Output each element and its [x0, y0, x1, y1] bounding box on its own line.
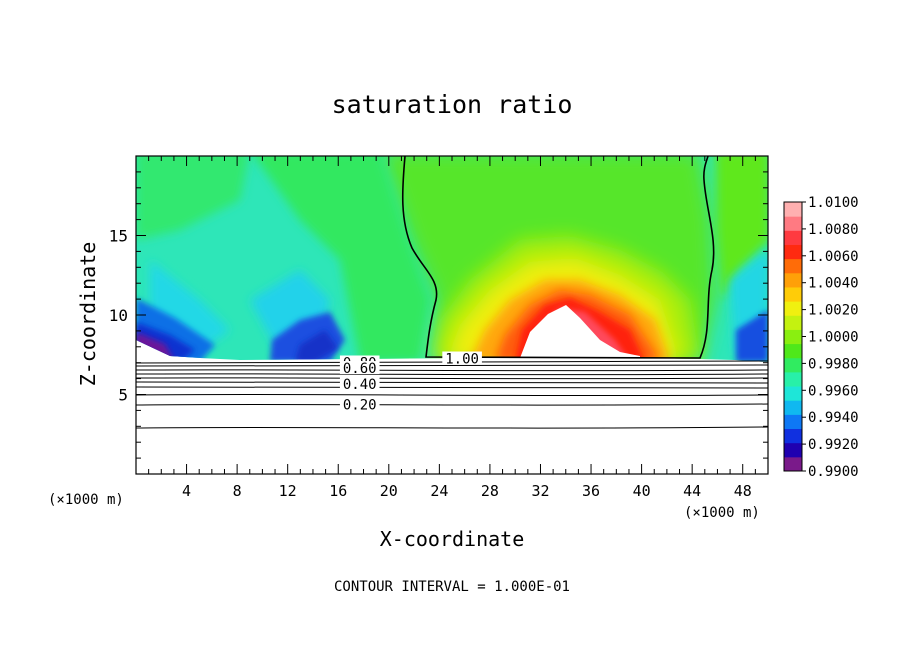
- colorbar-label: 1.0000: [808, 330, 859, 346]
- colorbar-swatch: [784, 357, 802, 373]
- contour-label: 0.60: [343, 361, 377, 377]
- colorbar-swatch: [784, 315, 802, 330]
- colorbar-swatch: [784, 329, 802, 345]
- x-tick-label: 16: [329, 482, 347, 500]
- contour-label: 0.20: [343, 398, 377, 414]
- contour-label: 1.00: [445, 352, 479, 368]
- colorbar-swatch: [784, 414, 802, 430]
- x-tick-label: 20: [380, 482, 398, 500]
- x-unit-right: (×1000 m): [684, 505, 760, 521]
- colorbar-label: 0.9960: [808, 383, 859, 399]
- y-tick-label: 15: [109, 227, 128, 246]
- colorbar-label: 1.0040: [808, 276, 859, 292]
- colorbar-label: 1.0060: [808, 249, 859, 265]
- contour-label-bg: [339, 376, 380, 390]
- colorbar-label: 1.0100: [808, 195, 859, 211]
- y-axis-title: Z-coordinate: [76, 242, 100, 387]
- colorbar: 1.0100 1.0080 1.0060 1.0040 1.0020 1.0000 0.99…: [783, 195, 859, 480]
- x-tick-label: 40: [633, 482, 651, 500]
- colorbar-swatch: [784, 400, 802, 415]
- x-tick-label: 36: [582, 482, 600, 500]
- x-tick-label: 24: [430, 482, 448, 500]
- colorbar-swatch: [784, 258, 802, 274]
- color-field: [136, 156, 768, 362]
- colorbar-swatch: [784, 428, 802, 444]
- lower-contours: [136, 360, 768, 429]
- colorbar-swatch: [784, 456, 802, 472]
- x-unit-left: (×1000 m): [48, 492, 124, 508]
- colorbar-label: 1.0020: [808, 303, 859, 319]
- colorbar-label: 0.9940: [808, 410, 859, 426]
- colorbar-swatch: [784, 343, 802, 359]
- x-tick-label: 32: [531, 482, 549, 500]
- colorbar-swatch: [784, 301, 802, 316]
- x-tick-label: 8: [233, 482, 242, 500]
- colorbar-label: 0.9980: [808, 356, 859, 372]
- colorbar-swatch: [784, 244, 802, 260]
- x-tick-label: 12: [279, 482, 297, 500]
- chart-title: saturation ratio: [332, 90, 573, 119]
- plot-area: 1.000.800.600.400.20: [136, 156, 768, 474]
- contour-label: 0.40: [343, 377, 377, 393]
- colorbar-label: 1.0080: [808, 222, 859, 238]
- y-tick-label: 5: [118, 386, 128, 405]
- colorbar-label: 0.9900: [808, 464, 859, 480]
- contour-1-00-line: [401, 156, 715, 359]
- contour-interval-note: CONTOUR INTERVAL = 1.000E-01: [334, 579, 570, 595]
- colorbar-swatch: [784, 286, 802, 302]
- colorbar-swatch: [784, 442, 802, 458]
- x-tick-label: 28: [481, 482, 499, 500]
- colorbar-swatch: [784, 371, 802, 387]
- colorbar-label: 0.9920: [808, 437, 859, 453]
- x-tick-label: 44: [683, 482, 701, 500]
- contour-label-bg: [339, 397, 380, 411]
- x-tick-label: 48: [734, 482, 752, 500]
- colorbar-swatch: [784, 202, 802, 217]
- x-axis-title: X-coordinate: [380, 527, 525, 551]
- colorbar-swatch: [784, 230, 802, 245]
- colorbar-swatch: [784, 216, 802, 231]
- colorbar-swatch: [784, 272, 802, 288]
- x-tick-label: 4: [182, 482, 191, 500]
- y-tick-label: 10: [109, 306, 128, 325]
- colorbar-swatch: [784, 386, 802, 401]
- contour-label-bg: [339, 361, 380, 375]
- contour-label-bg: [442, 351, 482, 365]
